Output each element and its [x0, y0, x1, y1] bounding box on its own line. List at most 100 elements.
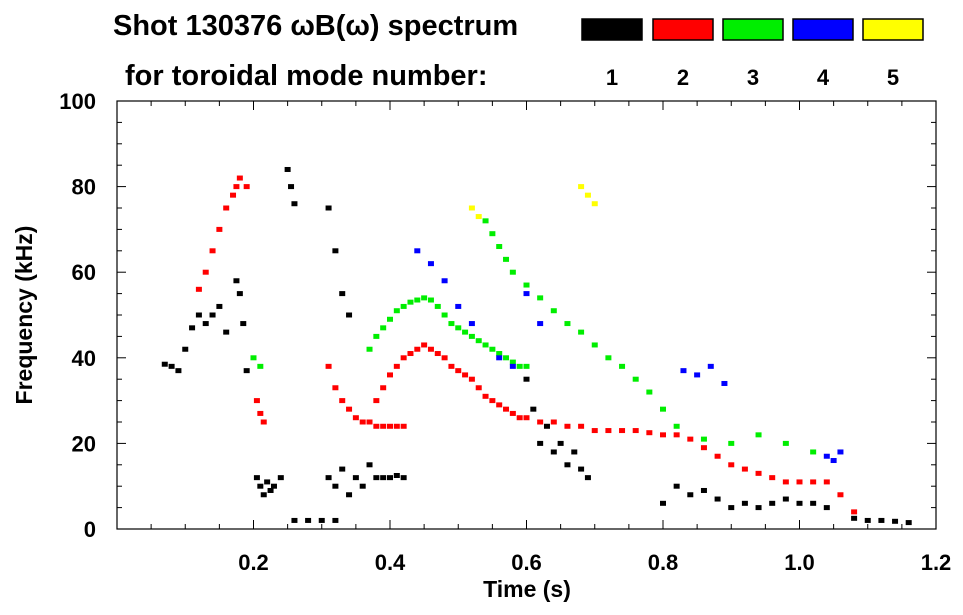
mode-2-point [851, 509, 858, 515]
mode-3-point [503, 355, 510, 361]
mode-2-point [373, 423, 380, 429]
mode-1-point [550, 449, 557, 455]
mode-2-point [578, 423, 585, 429]
mode-3-point [728, 440, 735, 446]
mode-3-point [373, 333, 380, 339]
mode-1-point [714, 496, 721, 502]
mode-1-point [810, 500, 817, 506]
legend-swatch-1 [581, 18, 643, 41]
mode-2-point [468, 376, 475, 382]
mode-2-point [209, 248, 216, 254]
mode-2-point [414, 346, 421, 352]
mode-2-point [373, 398, 380, 404]
y-axis-label: Frequency (kHz) [11, 226, 37, 405]
mode-1-point [202, 321, 209, 327]
mode-1-point [741, 500, 748, 506]
mode-2-point [796, 479, 803, 485]
mode-2-point [448, 363, 455, 369]
mode-2-point [564, 423, 571, 429]
mode-1-point [267, 487, 274, 493]
mode-2-point [352, 415, 359, 421]
mode-1-point [892, 518, 899, 524]
mode-2-point [687, 436, 694, 442]
mode-2-point [619, 428, 626, 434]
mode-1-point [782, 496, 789, 502]
mode-2-point [605, 428, 612, 434]
mode-1-point [243, 368, 250, 374]
mode-3-point [700, 436, 707, 442]
data-marks [161, 166, 912, 526]
mode-1-point [291, 201, 298, 207]
y-tick-label: 40 [72, 346, 96, 371]
mode-3-point [468, 333, 475, 339]
mode-2-point [714, 453, 721, 459]
mode-1-point [253, 475, 260, 481]
y-tick-label: 80 [72, 175, 96, 200]
mode-1-point [318, 517, 325, 523]
mode-4-point [823, 453, 830, 459]
mode-1-point [400, 475, 407, 481]
mode-3-point [455, 325, 462, 331]
mode-1-point [209, 312, 216, 318]
mode-3-point [503, 256, 510, 262]
mode-1-point [557, 440, 564, 446]
mode-1-point [584, 475, 591, 481]
mode-1-point [195, 312, 202, 318]
mode-2-point [400, 355, 407, 361]
mode-2-point [591, 428, 598, 434]
mode-3-point [257, 363, 264, 369]
mode-2-point [332, 385, 339, 391]
mode-1-point [216, 303, 223, 309]
mode-1-point [537, 440, 544, 446]
mode-2-point [700, 445, 707, 451]
mode-3-point [489, 231, 496, 237]
x-tick-label: 0.4 [375, 550, 406, 575]
mode-2-point [387, 423, 393, 429]
mode-2-point [407, 351, 414, 357]
mode-2-point [475, 385, 482, 391]
legend-swatch-5 [862, 18, 924, 41]
mode-1-point [264, 479, 271, 485]
mode-3-point [673, 423, 680, 429]
mode-1-point [564, 462, 571, 468]
mode-4-point [414, 248, 421, 254]
mode-1-point [851, 515, 858, 521]
mode-3-point [380, 325, 387, 331]
mode-2-point [393, 363, 400, 369]
mode-2-point [380, 385, 387, 391]
mode-1-point [332, 517, 339, 523]
mode-2-point [195, 286, 202, 292]
mode-2-point [550, 419, 557, 425]
legend-swatch-4 [792, 18, 854, 41]
mode-1-point [796, 500, 803, 506]
legend-label-4: 4 [817, 65, 830, 90]
mode-1-point [366, 462, 373, 468]
mode-3-point [427, 297, 434, 303]
mode-3-point [619, 363, 626, 369]
mode-2-point [400, 423, 407, 429]
mode-1-point [530, 406, 537, 412]
x-tick-labels: 0.2 0.4 0.6 0.8 1.0 1.2 [238, 550, 951, 575]
mode-3-point [400, 303, 407, 309]
mode-3-point [366, 346, 373, 352]
mode-2-point [359, 419, 366, 425]
mode-2-point [810, 479, 817, 485]
mode-3-point [660, 406, 666, 412]
mode-3-point [516, 363, 523, 369]
mode-3-point [414, 297, 421, 303]
mode-1-point [223, 329, 230, 335]
mode-2-point [455, 368, 462, 374]
mode-1-point [905, 520, 912, 526]
mode-1-point [168, 363, 175, 369]
mode-3-point [496, 244, 503, 250]
mode-1-point [233, 278, 240, 284]
mode-1-point [270, 483, 277, 489]
mode-2-point [660, 432, 666, 438]
mode-4-point [537, 321, 544, 327]
mode-2-point [523, 415, 530, 421]
chart-subtitle: for toroidal mode number: [125, 60, 488, 92]
mode-1-point [673, 483, 680, 489]
y-tick-label: 60 [72, 260, 96, 285]
legend-swatch-3 [722, 18, 784, 41]
mode-1-point [571, 449, 578, 455]
